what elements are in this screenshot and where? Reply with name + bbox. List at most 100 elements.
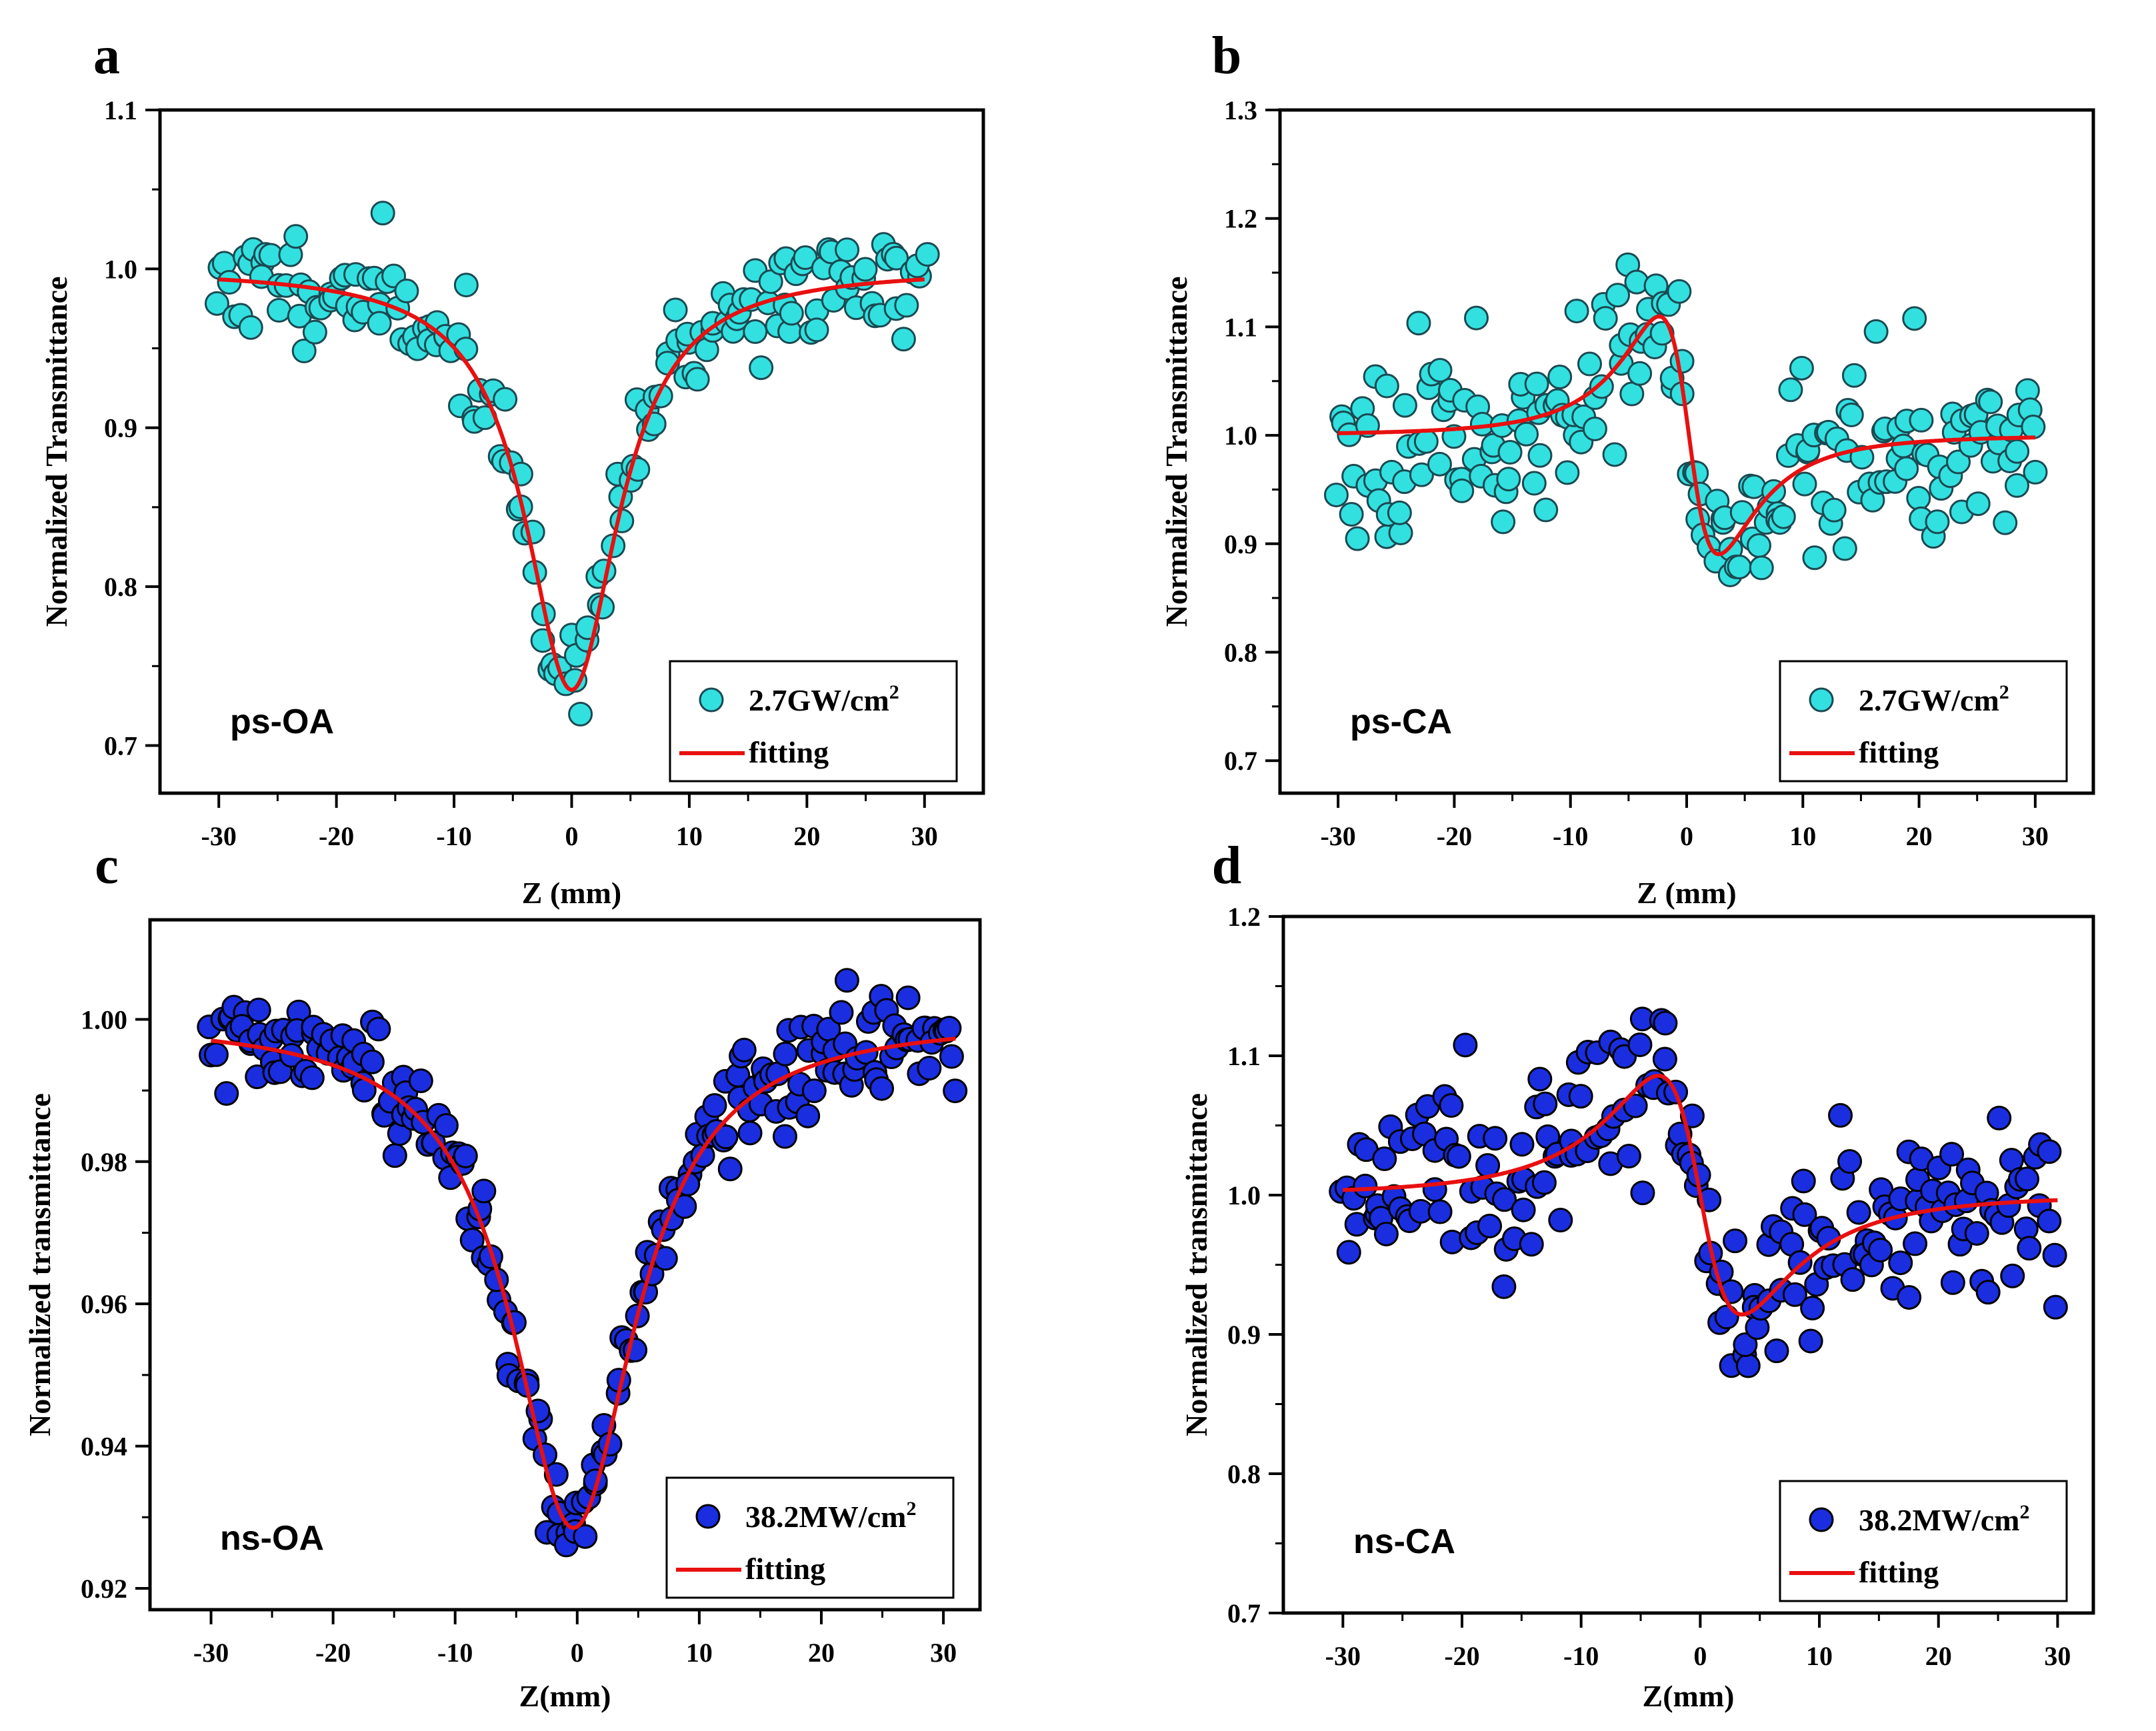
panel-annotation: ns-CA bbox=[1353, 1522, 1455, 1561]
data-point bbox=[1627, 361, 1653, 386]
data-layer bbox=[1323, 252, 2048, 587]
x-tick-label: 0 bbox=[571, 1638, 584, 1668]
x-axis-title: Z(mm) bbox=[1643, 1679, 1735, 1713]
data-point bbox=[1987, 1105, 2012, 1130]
y-tick-label: 1.1 bbox=[1227, 1041, 1261, 1071]
data-point bbox=[1903, 1231, 1928, 1256]
data-point bbox=[1894, 456, 1919, 481]
y-tick-label: 1.2 bbox=[1227, 902, 1261, 932]
data-point bbox=[663, 297, 688, 323]
data-point bbox=[801, 1078, 827, 1103]
data-point bbox=[1733, 1332, 1758, 1357]
data-point bbox=[2042, 1242, 2067, 1268]
panel-a: a -30 -20 -10 0 10 20 30 0.7 0.8 0.9 1.0 1.1 Z (mm) No… bbox=[39, 27, 985, 910]
y-tick-label: 0.9 bbox=[104, 413, 137, 443]
data-point bbox=[1727, 555, 1752, 580]
y-tick-label: 1.1 bbox=[1224, 312, 1257, 342]
y-tick-label: 0.8 bbox=[1227, 1459, 1261, 1489]
y-tick-label: 0.98 bbox=[81, 1147, 127, 1177]
data-point bbox=[1840, 1267, 1865, 1292]
data-point bbox=[1409, 462, 1434, 487]
data-point bbox=[1993, 510, 2018, 535]
y-axis-title: Normalized Transmittance bbox=[39, 277, 73, 627]
fit-curve bbox=[1337, 314, 2036, 557]
x-tick-label: 0 bbox=[1693, 1641, 1707, 1671]
fit-curve bbox=[211, 1036, 956, 1530]
x-tick-label: 0 bbox=[1680, 821, 1693, 851]
data-point bbox=[1821, 497, 1847, 523]
data-point bbox=[1978, 389, 2003, 415]
panel-letter: c bbox=[95, 837, 119, 895]
panel-c: c -30 -20 -10 0 10 20 30 0.92 0.94 0.96 0.98 1.00 Z(m… bbox=[23, 837, 982, 1713]
data-point bbox=[773, 1041, 798, 1066]
data-point bbox=[1735, 1353, 1761, 1378]
data-point bbox=[937, 1016, 962, 1041]
data-point bbox=[1837, 1149, 1863, 1174]
x-tick-label: 10 bbox=[1806, 1641, 1833, 1671]
data-point bbox=[2000, 1263, 2025, 1288]
data-point bbox=[2037, 1208, 2062, 1234]
data-point bbox=[1521, 471, 1547, 496]
legend-fit-label: fitting bbox=[1859, 1555, 1939, 1589]
data-point bbox=[1902, 306, 1927, 331]
panel-b: b -30 -20 -10 0 10 20 30 0.7 0.8 0.9 1.0 1.1 1.2 1.3 Z … bbox=[1159, 27, 2095, 910]
x-axis-title: Z (mm) bbox=[522, 876, 621, 910]
data-point bbox=[291, 338, 317, 363]
x-tick-label: -30 bbox=[1325, 1641, 1361, 1671]
data-point bbox=[749, 355, 774, 381]
legend-series-label: 2.7GW/cm2 bbox=[749, 681, 899, 717]
data-point bbox=[1939, 1142, 1965, 1167]
data-point bbox=[793, 245, 818, 271]
x-tick-label: -10 bbox=[1553, 821, 1588, 851]
data-point bbox=[829, 1000, 854, 1025]
data-point bbox=[772, 1124, 797, 1149]
data-point bbox=[1789, 355, 1814, 381]
legend-series-label: 2.7GW/cm2 bbox=[1859, 681, 2009, 717]
data-point bbox=[1627, 1032, 1653, 1057]
data-point bbox=[238, 315, 263, 340]
data-point bbox=[1630, 1180, 1655, 1206]
data-point bbox=[1548, 1208, 1573, 1233]
data-point bbox=[1406, 311, 1431, 336]
x-tick-label: 10 bbox=[676, 821, 703, 851]
data-point bbox=[1446, 1144, 1471, 1169]
data-point bbox=[1749, 555, 1774, 581]
panel-letter: b bbox=[1212, 27, 1242, 85]
data-point bbox=[1463, 305, 1489, 331]
x-tick-label: -20 bbox=[315, 1638, 351, 1668]
legend: 38.2MW/cm2 fitting bbox=[665, 1476, 955, 1599]
legend-marker bbox=[695, 1504, 721, 1529]
x-tick-label: -20 bbox=[319, 821, 354, 851]
data-point bbox=[1509, 1132, 1535, 1157]
data-point bbox=[366, 1016, 391, 1042]
y-tick-label: 0.7 bbox=[1227, 1598, 1261, 1628]
data-point bbox=[1800, 1296, 1825, 1321]
x-tick-label: 20 bbox=[793, 821, 820, 851]
x-tick-label: 20 bbox=[1925, 1641, 1952, 1671]
data-point bbox=[869, 1076, 895, 1101]
data-point bbox=[2017, 1236, 2042, 1261]
legend-series-label: 38.2MW/cm2 bbox=[1859, 1501, 2029, 1537]
data-point bbox=[731, 1037, 757, 1062]
legend-marker bbox=[699, 687, 724, 713]
data-point bbox=[1336, 1240, 1361, 1265]
data-point bbox=[394, 279, 419, 304]
data-point bbox=[1964, 1220, 1989, 1246]
data-point bbox=[453, 1143, 478, 1168]
x-tick-label: -20 bbox=[1444, 1641, 1479, 1671]
data-point bbox=[267, 298, 292, 323]
data-point bbox=[1602, 442, 1627, 467]
data-point bbox=[1652, 1046, 1677, 1072]
data-point bbox=[1723, 1228, 1748, 1254]
data-point bbox=[1413, 429, 1439, 454]
panel-annotation: ps-OA bbox=[230, 703, 334, 741]
legend-marker bbox=[1809, 687, 1834, 713]
data-point bbox=[894, 293, 919, 318]
data-point bbox=[1863, 319, 1889, 344]
data-point bbox=[1792, 471, 1817, 497]
data-point bbox=[1533, 497, 1559, 523]
data-point bbox=[1616, 1143, 1641, 1168]
data-point bbox=[1339, 502, 1364, 527]
y-tick-label: 0.8 bbox=[104, 572, 137, 602]
